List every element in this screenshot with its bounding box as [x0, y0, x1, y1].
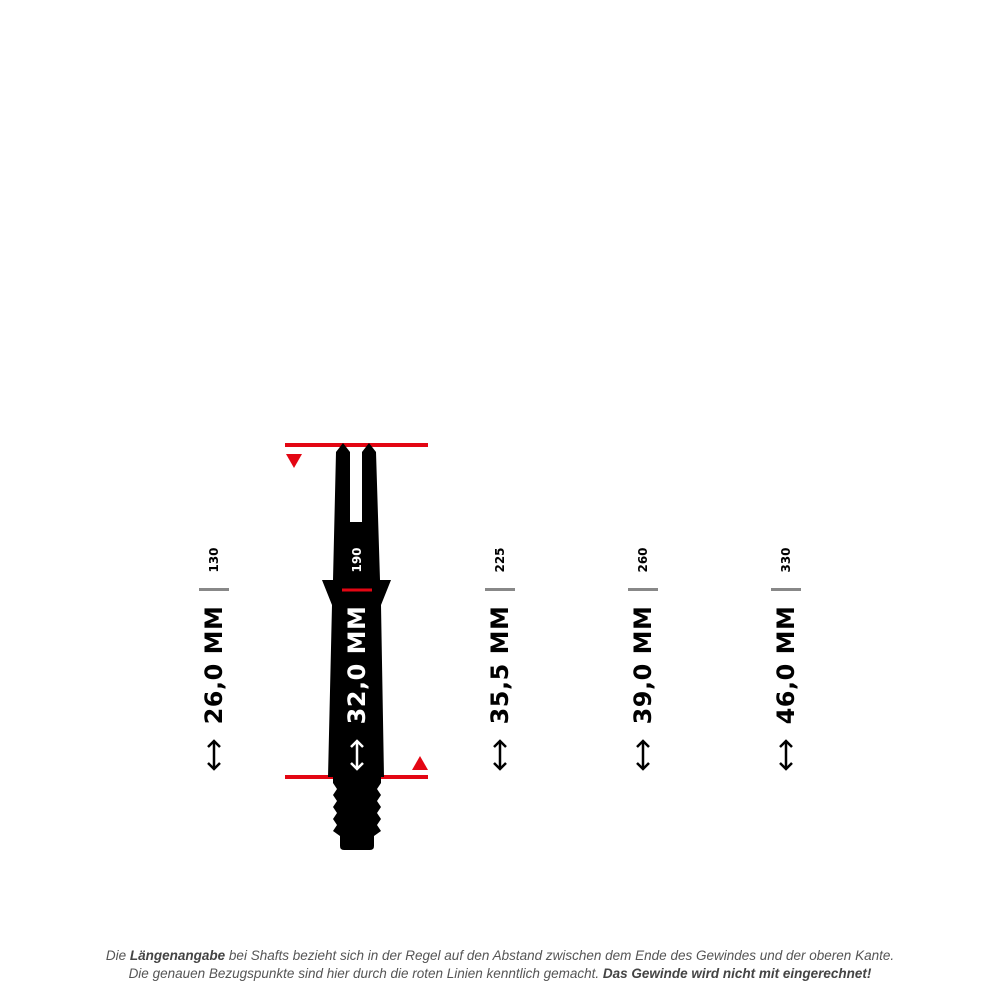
shaft-column: 330 46,0 MM: [756, 530, 816, 790]
double-arrow-icon: [493, 739, 507, 771]
up-triangle-marker: [412, 756, 428, 770]
shaft-column: 130 26,0 MM: [184, 530, 244, 790]
shaft-column: 225 35,5 MM: [470, 530, 530, 790]
shaft-length: 35,5 MM: [486, 605, 514, 725]
shaft-code: 260: [636, 547, 650, 573]
double-arrow-icon: [779, 739, 793, 771]
shaft-code: 330: [779, 547, 793, 573]
marker-bar: [199, 588, 229, 591]
double-arrow-icon: [207, 739, 221, 771]
shaft-length: 46,0 MM: [772, 605, 800, 725]
caption-line-2: Die genauen Bezugspunkte sind hier durch…: [128, 966, 872, 981]
shaft-column: 190 32,0 MM: [327, 530, 387, 790]
marker-bar: [485, 588, 515, 591]
marker-bar: [628, 588, 658, 591]
shaft-code: 130: [207, 547, 221, 573]
shaft-illustration: [322, 443, 391, 850]
shaft-code: 225: [493, 547, 507, 573]
double-arrow-icon: [636, 739, 650, 771]
shaft-length: 39,0 MM: [629, 605, 657, 725]
double-arrow-icon: [350, 739, 364, 771]
caption-line-1: Die Längenangabe bei Shafts bezieht sich…: [105, 948, 895, 963]
shaft-column: 260 39,0 MM: [613, 530, 673, 790]
marker-bar: [771, 588, 801, 591]
shaft-length: 26,0 MM: [200, 605, 228, 725]
down-triangle-marker: [286, 454, 302, 468]
shaft-code: 190: [350, 547, 364, 573]
shaft-length: 32,0 MM: [343, 605, 371, 725]
